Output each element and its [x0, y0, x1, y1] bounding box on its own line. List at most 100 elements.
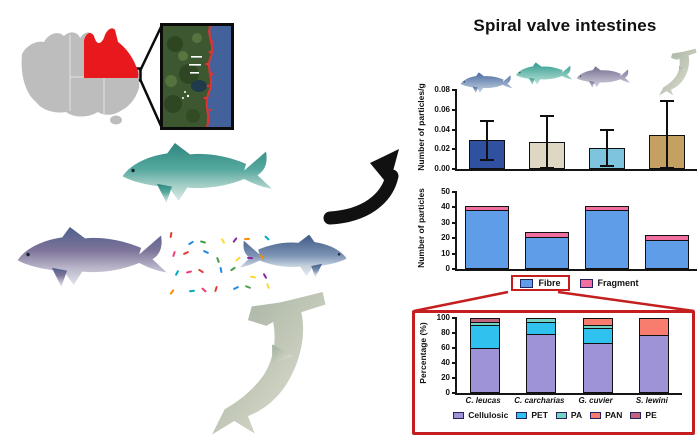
y-tick-label: 80	[441, 328, 450, 337]
y-tick-mark	[452, 252, 457, 255]
pet-label: PET	[531, 410, 548, 420]
y-tick-label: 0.02	[434, 144, 450, 154]
stacked-bar-segment	[526, 321, 557, 335]
fragment-label: Fragment	[597, 278, 639, 288]
stacked-bar-segment	[525, 236, 569, 269]
y-tick-mark	[452, 221, 457, 224]
error-bar-cap	[540, 167, 554, 169]
bull-shark-image	[239, 234, 347, 278]
y-tick-label: 0.06	[434, 104, 450, 114]
y-tick-mark	[452, 332, 457, 334]
fibre-swatch	[520, 278, 534, 288]
stacked-bar-segment	[526, 333, 557, 393]
white-shark-image	[122, 142, 272, 203]
polymer-composition-chart: 0 20 40 60 80 100	[437, 313, 682, 397]
species-label: S. lewini	[635, 396, 668, 405]
fibre-legend-highlight-box: Fibre	[511, 275, 570, 291]
pa-swatch	[555, 411, 567, 419]
stacked-bar-segment	[525, 232, 569, 239]
y-tick-label: 0.00	[434, 164, 450, 173]
stacked-bar-segment	[585, 205, 629, 211]
stacked-bar-segment	[470, 324, 501, 349]
y-tick-label: 0	[445, 388, 450, 397]
y-tick-mark	[452, 347, 457, 349]
y-tick-mark	[452, 377, 457, 379]
y-tick-mark	[452, 237, 457, 240]
y-axis-label-percentage: Percentage (%)	[418, 322, 428, 384]
pet-swatch	[516, 411, 528, 419]
microplastic-particles-icon	[169, 232, 270, 295]
cellulosic-swatch	[453, 411, 465, 419]
legend-callout-lines	[413, 290, 695, 313]
species-label: C. leucas	[465, 396, 501, 405]
y-tick-mark	[452, 148, 457, 151]
inset-site-labels	[182, 56, 202, 99]
y-tick-mark	[452, 168, 457, 170]
y-tick-label: 30	[441, 217, 450, 227]
stacked-bar-segment	[465, 205, 509, 211]
error-bar-cap	[600, 128, 614, 131]
stacked-bar-segment	[645, 235, 689, 242]
y-tick-mark	[452, 89, 457, 91]
pet-legend-entry: PET	[516, 410, 548, 420]
species-axis-labels: C. leucas C. carcharias G. cuvier S. lew…	[455, 396, 680, 405]
y-tick-label: 40	[441, 358, 450, 367]
y-tick-label: 20	[441, 373, 450, 382]
y-tick-label: 0.04	[434, 124, 450, 134]
stacked-bar-segment	[582, 327, 613, 344]
y-tick-label: 10	[441, 248, 450, 258]
map-inset-connector-lines	[138, 26, 163, 127]
stacked-bar-segment	[470, 318, 501, 324]
y-tick-label: 20	[441, 233, 450, 243]
error-bar-line	[666, 100, 668, 168]
error-bar-cap	[660, 99, 674, 102]
stacked-bar-segment	[526, 318, 557, 324]
figure-title: Spiral valve intestines	[473, 16, 657, 35]
y-tick-label: 50	[441, 187, 450, 196]
y-tick-mark	[452, 191, 457, 193]
stacked-bar-segment	[470, 347, 501, 393]
error-bar-cap	[540, 114, 554, 117]
tiger-shark-image	[17, 226, 167, 287]
species-label: G. cuvier	[578, 396, 613, 405]
pa-label: PA	[570, 410, 583, 420]
y-tick-mark	[452, 362, 457, 364]
arrow-icon	[323, 149, 399, 225]
pe-swatch	[630, 411, 642, 419]
y-tick-label: 0.08	[434, 85, 450, 94]
y-tick-mark	[452, 128, 457, 131]
error-bar-line	[486, 120, 488, 161]
pan-label: PAN	[605, 410, 623, 420]
thumbnail-teal-shark-image	[515, 62, 573, 86]
australia-map	[21, 28, 140, 125]
y-tick-mark	[452, 268, 457, 270]
pa-legend-entry: PA	[555, 410, 583, 420]
species-label: C. carcharias	[514, 396, 565, 405]
pan-swatch	[590, 411, 602, 419]
fragment-swatch	[579, 278, 593, 288]
thumbnail-mauve-shark-image	[576, 66, 631, 88]
pe-legend-entry: PE	[630, 410, 657, 420]
pan-legend-entry: PAN	[590, 410, 622, 420]
y-tick-label: 0	[445, 264, 450, 273]
stacked-bar-segment	[465, 208, 509, 269]
fibre-label: Fibre	[538, 278, 561, 288]
y-tick-mark	[452, 206, 457, 209]
y-tick-mark	[452, 108, 457, 111]
pe-label: PE	[645, 410, 657, 420]
y-tick-label: 60	[441, 343, 450, 352]
error-bar-cap	[660, 167, 674, 169]
cellulosic-label: Cellulosic	[468, 410, 509, 420]
error-bar-cap	[480, 119, 494, 122]
stacked-bar-segment	[582, 342, 613, 393]
fragment-legend-entry: Fragment	[579, 278, 639, 288]
y-tick-mark	[452, 392, 457, 394]
particles-per-gram-chart: 0.00 0.02 0.04 0.06 0.08	[434, 85, 697, 173]
tasmania	[110, 115, 122, 125]
thumbnail-hammerhead-image	[659, 48, 697, 96]
y-tick-label: 100	[436, 313, 450, 322]
queensland-highlight	[84, 28, 139, 79]
fibre-fragment-legend: Fibre Fragment	[455, 275, 695, 291]
stacked-bar-segment	[645, 239, 689, 269]
